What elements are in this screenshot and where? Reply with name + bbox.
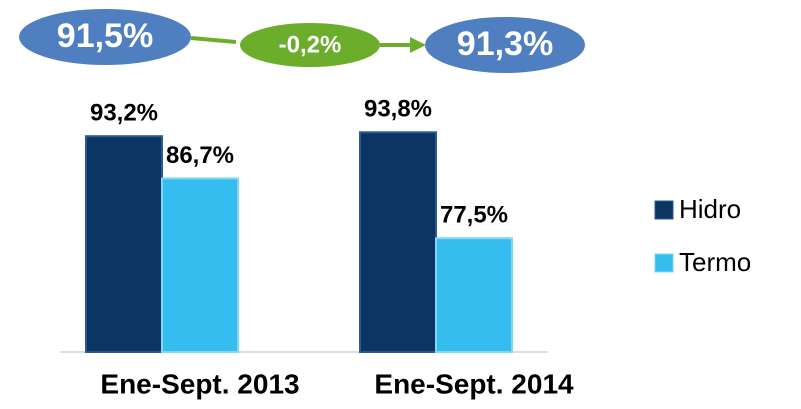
annotation: -0,2% — [279, 31, 342, 58]
value-label: 86,7% — [166, 142, 234, 169]
legend-swatch — [654, 253, 674, 273]
value-label: 77,5% — [440, 202, 508, 229]
x-tick-label: Ene-Sept. 2014 — [374, 368, 574, 399]
value-label: 93,8% — [364, 96, 432, 123]
arrow-head — [410, 37, 426, 53]
annotation-bubble — [19, 9, 191, 65]
annotation-bubble — [240, 23, 380, 67]
legend-label: Termo — [679, 247, 751, 277]
bar — [85, 135, 163, 353]
legend-label: Hidro — [679, 194, 741, 224]
x-tick-label: Ene-Sept. 2013 — [100, 368, 299, 399]
legend-swatch — [654, 200, 674, 220]
bar — [435, 237, 513, 353]
annotation-bubble — [425, 17, 585, 73]
annotation: 91,5% — [57, 17, 153, 55]
arrow — [190, 36, 237, 44]
annotation: 91,3% — [457, 25, 553, 63]
bar — [161, 177, 239, 353]
value-label: 93,2% — [90, 100, 158, 127]
bar — [359, 131, 437, 353]
annotation-group: 91,5% -0,2% 91,3% — [19, 9, 585, 73]
